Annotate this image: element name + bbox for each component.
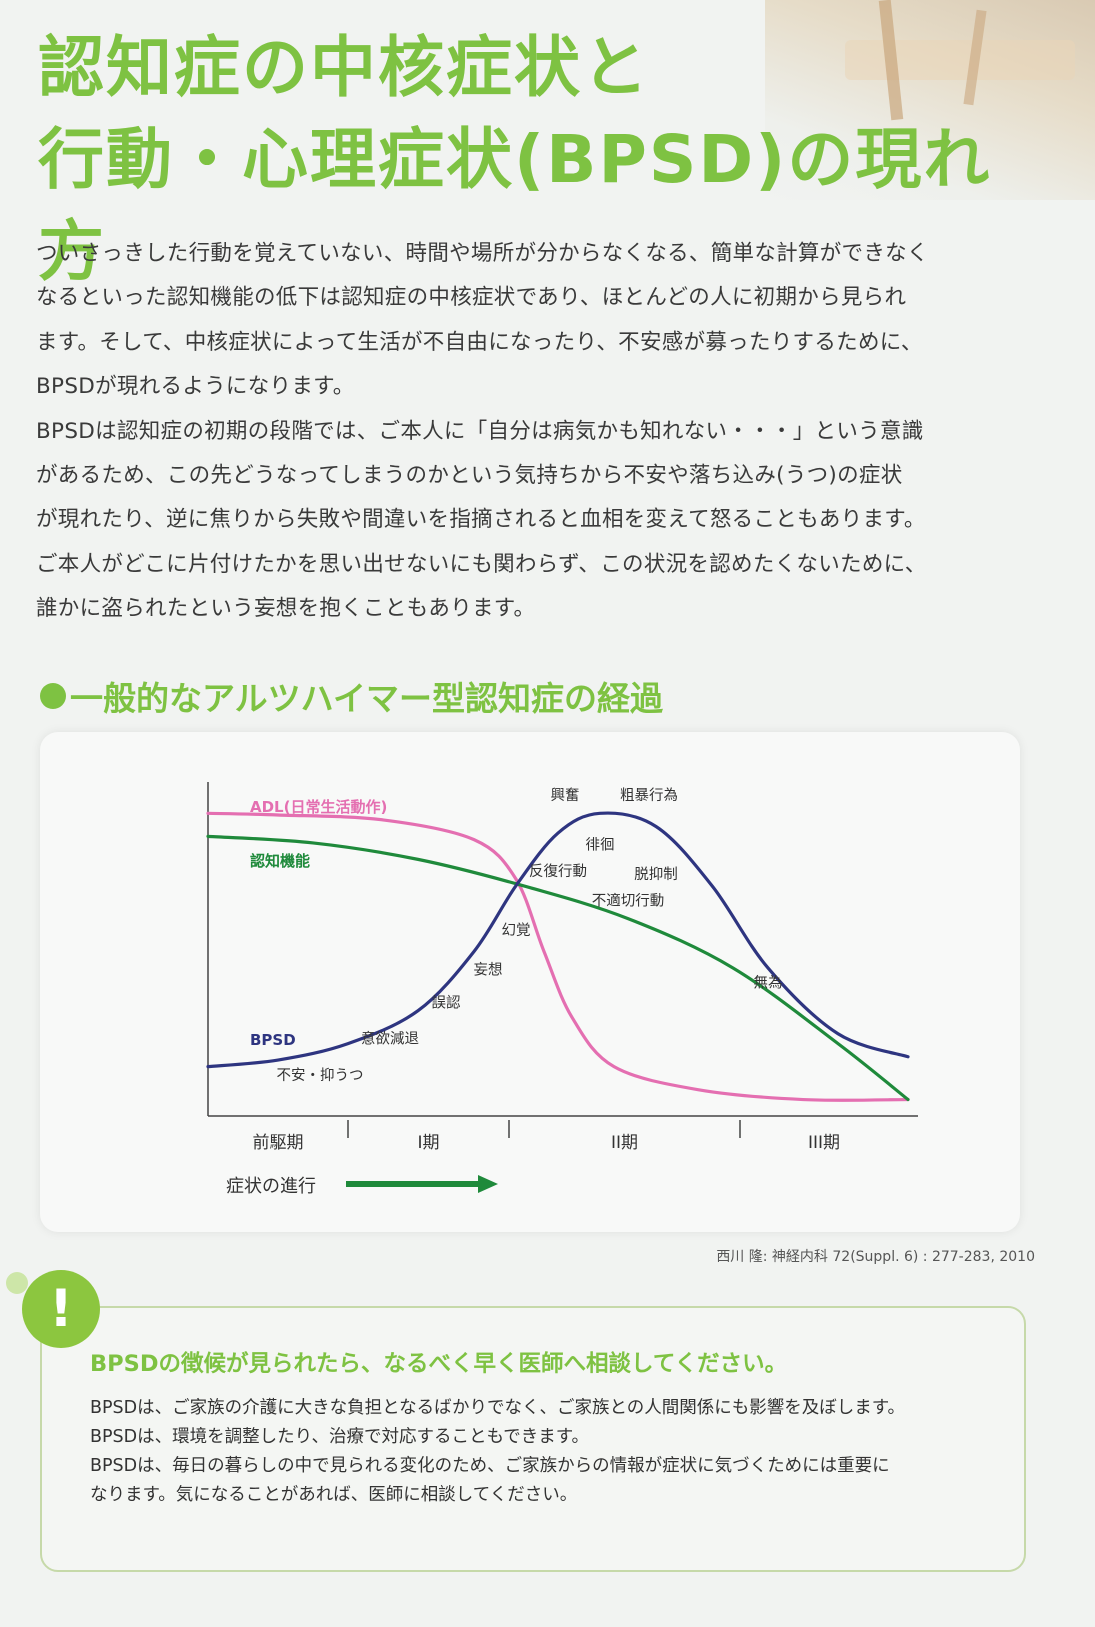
symptom-label: 興奮 (551, 787, 580, 804)
chart-panel: 前駆期 I期 II期 III期 ADL(日常生活動作) 認知機能 BPSD 不安・抑うつ 意欲減… (40, 732, 1020, 1232)
chart: 前駆期 I期 II期 III期 ADL(日常生活動作) 認知機能 BPSD 不安・抑うつ 意欲減… (206, 782, 918, 1197)
stage-label: III期 (808, 1133, 840, 1153)
series-label: ADL(日常生活動作) (250, 798, 387, 816)
section-heading: 一般的なアルツハイマー型認知症の経過 (40, 672, 663, 720)
note-line: なります。気になることがあれば、医師に相談してください。 (90, 1485, 578, 1505)
progress-label: 症状の進行 (226, 1176, 316, 1197)
symptom-label: 幻覚 (502, 922, 531, 939)
note-line: BPSDは、ご家族の介護に大きな負担となるばかりでなく、ご家族との人間関係にも影… (90, 1398, 906, 1418)
citation: 西川 隆: 神経内科 72(Suppl. 6) : 277-283, 2010 (716, 1249, 1035, 1265)
series-label: 認知機能 (250, 852, 310, 870)
stage-label: I期 (417, 1133, 439, 1153)
intro-line: BPSDは認知症の初期の段階では、ご本人に「自分は病気かも知れない・・・」という… (36, 418, 924, 444)
background-photo (765, 0, 1095, 200)
progress-arrow-shaft (346, 1181, 480, 1187)
intro-line: BPSDが現れるようになります。 (36, 374, 355, 400)
title-line-1: 認知症の中核症状と (38, 29, 650, 106)
symptom-label: 粗暴行為 (620, 787, 678, 804)
progress-arrow-icon (478, 1175, 498, 1193)
intro-line: ついさっきした行動を覚えていない、時間や場所が分からなくなる、簡単な計算ができな… (36, 241, 929, 266)
title-line-2: 行動・心理症状(BPSD)の現れ方 (38, 121, 992, 290)
note-heading: BPSDの徴候が見られたら、なるべく早く医師へ相談してください。 (90, 1351, 788, 1377)
symptom-label: 脱抑制 (634, 866, 678, 883)
page-title: 認知症の中核症状と 行動・心理症状(BPSD)の現れ方 (38, 22, 1038, 298)
intro-line: 誰かに盗られたという妄想を抱くこともあります。 (36, 596, 536, 622)
intro-text: ついさっきした行動を覚えていない、時間や場所が分からなくなる、簡単な計算ができな… (36, 232, 1046, 632)
symptom-label: 誤認 (432, 994, 461, 1011)
decorative-dot (6, 1272, 28, 1294)
note-text: BPSDは、ご家族の介護に大きな負担となるばかりでなく、ご家族との人間関係にも影… (90, 1394, 1010, 1510)
note-line: BPSDは、毎日の暮らしの中で見られる変化のため、ご家族からの情報が症状に気づく… (90, 1456, 890, 1476)
section-heading-text: 一般的なアルツハイマー型認知症の経過 (70, 679, 664, 718)
intro-line: ます。そして、中核症状によって生活が不自由になったり、不安感が募ったりするために… (36, 329, 923, 355)
cognition-line (206, 834, 910, 1102)
symptom-label: 不安・抑うつ (277, 1067, 364, 1084)
note-line: BPSDは、環境を調整したり、治療で対応することもできます。 (90, 1427, 589, 1447)
symptom-label: 徘徊 (586, 837, 615, 854)
intro-line: なるといった認知機能の低下は認知症の中核症状であり、ほとんどの人に初期から見られ (36, 285, 907, 311)
note-box (40, 1306, 1026, 1572)
series-label: BPSD (250, 1031, 296, 1049)
bullet-dot-icon (40, 683, 66, 709)
stage-label: II期 (611, 1133, 638, 1153)
intro-line: ご本人がどこに片付けたかを思い出せないにも関わらず、この状況を認めたくないために… (36, 551, 927, 577)
symptom-label: 無為 (754, 975, 783, 992)
intro-line: があるため、この先どうなってしまうのかという気持ちから不安や落ち込み(うつ)の症… (36, 463, 903, 489)
symptom-label: 反復行動 (529, 863, 587, 880)
symptom-label: 意欲減退 (361, 1030, 419, 1048)
intro-line: が現れたり、逆に焦りから失敗や間違いを指摘されると血相を変えて怒ることもあります… (36, 507, 926, 533)
adl-line (206, 811, 910, 1102)
symptom-label: 不適切行動 (592, 891, 665, 909)
exclamation-icon: ! (22, 1270, 100, 1348)
bpsd-line (206, 811, 910, 1069)
symptom-label: 妄想 (474, 962, 503, 979)
stage-label: 前駆期 (253, 1133, 304, 1153)
